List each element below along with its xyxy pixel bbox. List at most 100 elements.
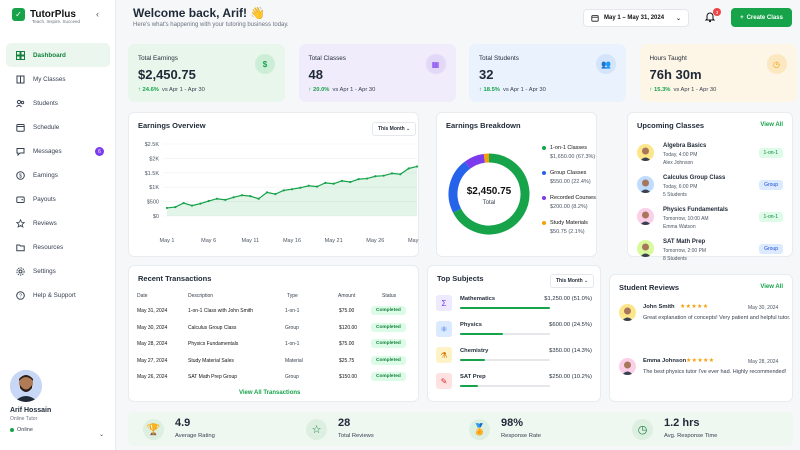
view-all-transactions-link[interactable]: View All Transactions [239, 390, 301, 396]
reviews-view-all-link[interactable]: View All [760, 284, 783, 290]
subject-progress-fill [460, 385, 478, 387]
subject-item[interactable]: ⚗ Chemistry $350.00 (14.3%) [436, 347, 596, 373]
svg-text:$: $ [19, 173, 22, 179]
y-tick-label: $1K [149, 185, 159, 191]
avatar [637, 144, 654, 161]
change-value: 18.5% [483, 87, 500, 93]
data-point [349, 180, 352, 184]
sidebar-item-label: Reviews [33, 219, 57, 227]
summary-stat-label: Average Rating [175, 433, 215, 439]
stat-card-total-earnings: Total Earnings $2,450.75 ↑ 24.6% vs Apr 1 -… [128, 44, 285, 102]
test-icon: ✎ [436, 373, 452, 389]
clock-icon: ◷ [766, 54, 787, 74]
legend-dot-icon [542, 221, 546, 225]
data-point [282, 189, 285, 192]
legend-value: $550.00 (22.4%) [550, 179, 591, 185]
dollar-icon: $ [16, 170, 25, 180]
sidebar-nav: Dashboard My Classes Students Schedule Messa… [6, 43, 110, 307]
status-badge: Completed [371, 372, 406, 381]
legend-entry: 1-on-1 Classes $1,650.00 (67.3%) [542, 145, 595, 160]
upcoming-class-item[interactable]: SAT Math Prep Tomorrow, 2:00 PM 8 Students… [637, 238, 783, 266]
class-time: Today, 6:00 PM [663, 184, 698, 190]
class-type-badge: Group [759, 180, 783, 190]
review-text: Great explanation of concepts! Very pati… [643, 315, 791, 321]
data-point [324, 181, 327, 184]
bell-icon[interactable] [704, 11, 716, 23]
data-point [382, 174, 385, 177]
online-status[interactable]: Online [10, 427, 110, 433]
sidebar-item-help-support[interactable]: ? Help & Support [6, 283, 110, 307]
profile-card[interactable]: Arif Hossain Online Tutor Online ⌄ [10, 370, 110, 438]
calendar-icon [591, 15, 599, 22]
sidebar-item-label: Students [33, 99, 58, 107]
sidebar-item-payouts[interactable]: Payouts [6, 187, 110, 211]
recent-transactions-title: Recent Transactions [138, 274, 212, 283]
legend-name: 1-on-1 Classes [550, 145, 587, 151]
data-point [190, 204, 194, 207]
data-point [257, 197, 260, 200]
data-point [332, 182, 335, 185]
collapse-sidebar-icon[interactable]: ‹ [96, 9, 99, 19]
sidebar-item-dashboard[interactable]: Dashboard [6, 43, 110, 67]
legend-value: $1,650.00 (67.3%) [550, 154, 596, 160]
x-tick-label: May 26 [366, 238, 384, 244]
sidebar-item-label: Messages [33, 147, 62, 155]
subject-item[interactable]: Σ Mathematics $1,250.00 (51.0%) [436, 295, 596, 321]
brand-logo-icon: ✓ [12, 8, 25, 21]
upcoming-class-item[interactable]: Calculus Group Class Today, 6:00 PM 5 Stud… [637, 174, 783, 202]
upcoming-class-item[interactable]: Physics Fundamentals Tomorrow, 10:00 AM Em… [637, 206, 783, 234]
upcoming-class-item[interactable]: Algebra Basics Today, 4:00 PM Alex Johnson… [637, 142, 783, 170]
sidebar-item-settings[interactable]: Settings [6, 259, 110, 283]
tx-date: May 31, 2024 [137, 308, 168, 314]
tx-description: Physics Fundamentals [188, 341, 239, 347]
legend-dot-icon [542, 196, 546, 200]
stat-card-hours-taught: Hours Taught 76h 30m ↑ 15.3% vs Apr 1 - Apr… [639, 44, 797, 102]
data-point [232, 196, 235, 199]
period-dropdown[interactable]: This Month ⌄ [372, 122, 417, 136]
create-class-button[interactable]: + Create Class [731, 8, 792, 27]
plus-icon: + [740, 14, 744, 21]
brand[interactable]: ✓ TutorPlus [12, 8, 76, 21]
upcoming-view-all-link[interactable]: View All [760, 122, 783, 128]
subjects-period-dropdown[interactable]: This Month ⌄ [550, 274, 595, 288]
sidebar-item-label: Resources [33, 243, 64, 251]
stat-change: ↑ 15.3% vs Apr 1 - Apr 30 [650, 87, 787, 93]
legend-value: $50.75 (2.1%) [550, 229, 585, 235]
date-range-picker[interactable]: May 1 – May 31, 2024 ⌄ [583, 9, 689, 27]
tx-description: 1-on-1 Class with John Smith [188, 308, 254, 314]
stat-change-percent: ↑ 24.6% [138, 87, 159, 93]
subject-name: Physics [460, 322, 482, 328]
subject-value: $1,250.00 (51.0%) [544, 296, 592, 302]
sidebar-item-my-classes[interactable]: My Classes [6, 67, 110, 91]
student-reviews-title: Student Reviews [619, 283, 680, 292]
change-period: vs Apr 1 - Apr 30 [502, 87, 546, 93]
sidebar-item-label: Dashboard [33, 51, 66, 59]
chevron-down-icon[interactable]: ⌄ [98, 432, 104, 438]
sidebar-item-earnings[interactable]: $ Earnings [6, 163, 110, 187]
data-point [182, 201, 185, 205]
sidebar-item-reviews[interactable]: Reviews [6, 211, 110, 235]
tx-amount: $75.00 [339, 341, 355, 347]
status-badge: Completed [371, 339, 406, 348]
class-time: Today, 4:00 PM [663, 152, 698, 158]
gear-icon [16, 266, 25, 276]
sidebar-item-label: Settings [33, 267, 56, 275]
subject-name: Chemistry [460, 348, 489, 354]
review-date: May 30, 2024 [748, 305, 779, 311]
tx-description: Calculus Group Class [188, 324, 237, 331]
tx-type: Group [285, 324, 299, 331]
subject-item[interactable]: ⚛ Physics $600.00 (24.5%) [436, 321, 596, 347]
pie-slice [448, 161, 471, 213]
earnings-overview-title: Earnings Overview [138, 121, 206, 130]
brand-tagline: Teach. Inspire. Succeed [32, 19, 81, 24]
summary-stat-value: 98% [501, 417, 524, 429]
stat-card-total-students: Total Students 32 ↑ 18.5% vs Apr 1 - Apr 30… [469, 44, 626, 102]
sidebar-item-resources[interactable]: Resources [6, 235, 110, 259]
sidebar: ✓ TutorPlus Teach. Inspire. Succeed ‹ Da… [0, 0, 116, 450]
recent-transactions-card: Recent Transactions [128, 265, 419, 402]
subject-item[interactable]: ✎ SAT Prep $250.00 (10.2%) [436, 373, 596, 399]
sidebar-item-schedule[interactable]: Schedule [6, 115, 110, 139]
sidebar-item-students[interactable]: Students [6, 91, 110, 115]
x-tick-label: May 11 [242, 238, 260, 244]
sidebar-item-messages[interactable]: Messages 6 [6, 139, 110, 163]
